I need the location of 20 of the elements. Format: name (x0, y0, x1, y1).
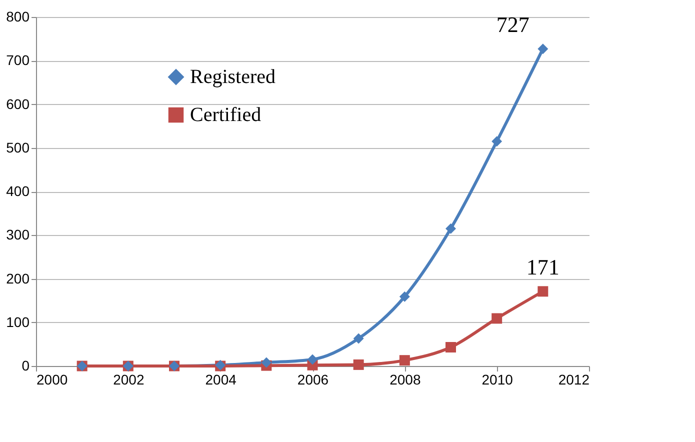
legend-label: Certified (190, 104, 262, 126)
x-tick-label: 2006 (297, 372, 329, 388)
x-tick-label: 2012 (558, 372, 590, 388)
y-tick-label: 100 (6, 314, 30, 330)
y-tick-label: 700 (6, 52, 30, 68)
x-tick-label: 2004 (205, 372, 237, 388)
y-tick-label: 500 (6, 139, 30, 156)
y-tick-label: 200 (6, 270, 30, 286)
annotation: 171 (526, 254, 560, 280)
x-tick-label: 2002 (113, 372, 144, 388)
y-tick-label: 600 (6, 96, 30, 112)
y-tick-label: 400 (6, 183, 30, 199)
annotation: 727 (496, 12, 530, 37)
y-tick-label: 800 (6, 8, 30, 24)
legend-label: Registered (190, 66, 276, 88)
x-tick-label: 2000 (36, 372, 68, 388)
y-tick-label: 300 (6, 226, 30, 243)
x-tick-label: 2010 (482, 372, 514, 388)
x-tick-label: 2008 (390, 372, 421, 388)
y-tick-label: 0 (22, 358, 30, 374)
